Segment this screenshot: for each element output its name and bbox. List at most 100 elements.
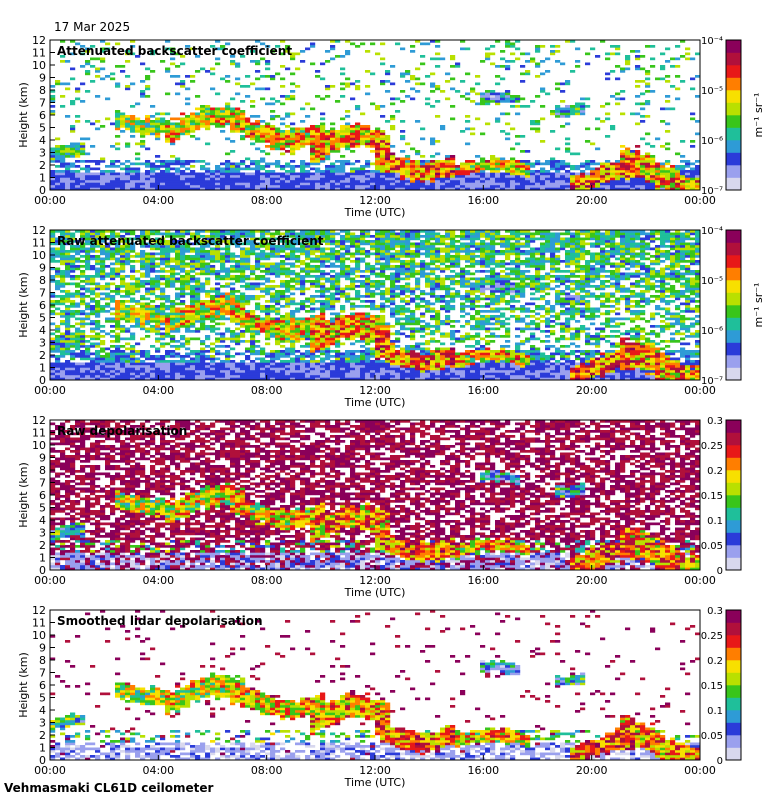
- heatmap-cell: [85, 120, 91, 123]
- heatmap-cell: [670, 187, 676, 191]
- heatmap-cell: [600, 370, 606, 373]
- heatmap-cell: [290, 370, 296, 373]
- heatmap-cell: [85, 377, 91, 381]
- heatmap-cell: [645, 347, 651, 351]
- heatmap-cell: [600, 327, 606, 331]
- heatmap-cell: [650, 65, 656, 68]
- heatmap-cell: [580, 362, 586, 366]
- heatmap-cell: [425, 42, 431, 46]
- heatmap-cell: [215, 175, 221, 178]
- heatmap-cell: [465, 377, 471, 381]
- heatmap-cell: [275, 135, 281, 138]
- heatmap-cell: [310, 340, 316, 343]
- heatmap-cell: [115, 110, 121, 113]
- heatmap-cell: [635, 347, 641, 351]
- heatmap-cell: [425, 360, 431, 363]
- heatmap-cell: [280, 182, 286, 186]
- heatmap-cell: [645, 340, 651, 343]
- heatmap-cell: [380, 175, 386, 178]
- heatmap-cell: [450, 155, 456, 158]
- heatmap-cell: [650, 160, 656, 163]
- heatmap-cell: [355, 175, 361, 178]
- heatmap-cell: [145, 132, 151, 136]
- heatmap-cell: [625, 157, 631, 161]
- heatmap-cell: [400, 135, 406, 138]
- heatmap-cell: [315, 340, 321, 343]
- heatmap-cell: [110, 122, 116, 126]
- heatmap-cell: [65, 345, 71, 348]
- heatmap-cell: [510, 362, 516, 366]
- heatmap-cell: [525, 350, 531, 353]
- heatmap-cell: [260, 150, 266, 153]
- heatmap-cell: [235, 182, 241, 186]
- heatmap-cell: [320, 185, 326, 188]
- heatmap-cell: [470, 170, 476, 173]
- heatmap-cell: [285, 142, 291, 146]
- heatmap-cell: [265, 127, 271, 131]
- heatmap-cell: [295, 135, 301, 138]
- heatmap-cell: [375, 167, 381, 171]
- heatmap-cell: [175, 135, 181, 138]
- heatmap-cell: [260, 330, 266, 333]
- heatmap-cell: [230, 335, 236, 338]
- heatmap-cell: [75, 345, 81, 348]
- heatmap-cell: [200, 175, 206, 178]
- heatmap-cell: [230, 362, 236, 366]
- heatmap-cell: [185, 167, 191, 171]
- heatmap-cell: [255, 362, 261, 366]
- heatmap-cell: [105, 370, 111, 373]
- heatmap-cell: [615, 180, 621, 183]
- heatmap-cell: [425, 167, 431, 171]
- heatmap-cell: [85, 185, 91, 188]
- heatmap-cell: [50, 97, 56, 101]
- heatmap-cell: [135, 130, 141, 133]
- heatmap-cell: [350, 362, 356, 366]
- heatmap-cell: [270, 130, 276, 133]
- heatmap-cell: [80, 355, 86, 358]
- heatmap-cell: [340, 172, 346, 176]
- heatmap-cell: [140, 62, 146, 66]
- heatmap-cell: [445, 175, 451, 178]
- heatmap-cell: [50, 372, 56, 376]
- heatmap-cell: [205, 115, 211, 118]
- heatmap-cell: [320, 150, 326, 153]
- heatmap-cell: [460, 360, 466, 363]
- heatmap-cell: [340, 185, 346, 188]
- heatmap-cell: [295, 187, 301, 191]
- heatmap-cell: [385, 167, 391, 171]
- heatmap-cell: [110, 340, 116, 343]
- heatmap-cell: [90, 177, 96, 181]
- heatmap-cell: [400, 375, 406, 378]
- heatmap-cell: [510, 170, 516, 173]
- heatmap-cell: [175, 172, 181, 176]
- heatmap-cell: [420, 175, 426, 178]
- heatmap-cell: [130, 362, 136, 366]
- heatmap-cell: [570, 375, 576, 378]
- heatmap-cell: [625, 352, 631, 356]
- heatmap-cell: [640, 80, 646, 83]
- heatmap-cell: [695, 362, 701, 366]
- heatmap-cell: [645, 377, 651, 381]
- heatmap-cell: [575, 365, 581, 368]
- heatmap-cell: [610, 127, 616, 131]
- heatmap-cell: [455, 377, 461, 381]
- heatmap-cell: [625, 170, 631, 173]
- heatmap-cell: [285, 162, 291, 166]
- heatmap-cell: [685, 177, 691, 181]
- heatmap-cell: [290, 160, 296, 163]
- heatmap-cell: [95, 332, 101, 336]
- heatmap-cell: [240, 120, 246, 123]
- heatmap-cell: [490, 180, 496, 183]
- heatmap-cell: [635, 65, 641, 68]
- heatmap-cell: [305, 342, 311, 346]
- heatmap-cell: [125, 177, 131, 181]
- heatmap-cell: [75, 120, 81, 123]
- heatmap-cell: [530, 360, 536, 363]
- heatmap-cell: [610, 182, 616, 186]
- heatmap-cell: [165, 187, 171, 191]
- heatmap-cell: [210, 330, 216, 333]
- heatmap-cell: [90, 172, 96, 176]
- heatmap-cell: [420, 335, 426, 338]
- heatmap-cell: [200, 110, 206, 113]
- heatmap-cell: [330, 122, 336, 126]
